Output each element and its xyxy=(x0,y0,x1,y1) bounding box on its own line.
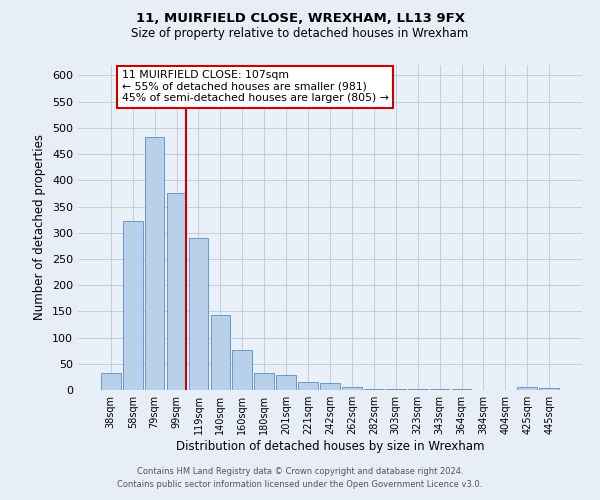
Text: Contains HM Land Registry data © Crown copyright and database right 2024.: Contains HM Land Registry data © Crown c… xyxy=(137,467,463,476)
Bar xyxy=(342,388,362,390)
Bar xyxy=(298,382,318,390)
Bar xyxy=(386,389,406,390)
Bar xyxy=(101,373,121,390)
Bar xyxy=(211,314,230,390)
Bar xyxy=(364,389,384,390)
Bar xyxy=(539,388,559,390)
Bar xyxy=(320,382,340,390)
Bar xyxy=(123,221,143,390)
X-axis label: Distribution of detached houses by size in Wrexham: Distribution of detached houses by size … xyxy=(176,440,484,453)
Bar xyxy=(276,376,296,390)
Bar xyxy=(517,388,537,390)
Text: 11, MUIRFIELD CLOSE, WREXHAM, LL13 9FX: 11, MUIRFIELD CLOSE, WREXHAM, LL13 9FX xyxy=(136,12,464,26)
Text: 11 MUIRFIELD CLOSE: 107sqm
← 55% of detached houses are smaller (981)
45% of sem: 11 MUIRFIELD CLOSE: 107sqm ← 55% of deta… xyxy=(122,70,389,103)
Text: Size of property relative to detached houses in Wrexham: Size of property relative to detached ho… xyxy=(131,28,469,40)
Bar xyxy=(254,373,274,390)
Text: Contains public sector information licensed under the Open Government Licence v3: Contains public sector information licen… xyxy=(118,480,482,489)
Bar xyxy=(188,238,208,390)
Y-axis label: Number of detached properties: Number of detached properties xyxy=(34,134,46,320)
Bar xyxy=(232,350,252,390)
Bar xyxy=(145,138,164,390)
Bar xyxy=(167,194,187,390)
